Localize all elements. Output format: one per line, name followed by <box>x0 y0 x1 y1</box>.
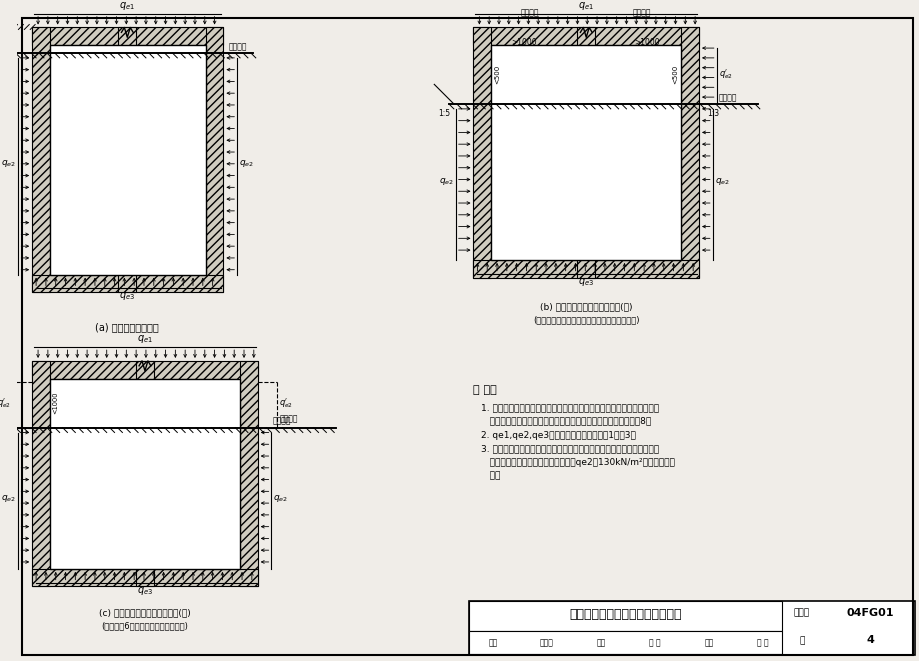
Text: 4: 4 <box>866 635 874 645</box>
Bar <box>50 45 206 274</box>
Text: $q_{e2}$: $q_{e2}$ <box>714 176 729 188</box>
Bar <box>136 361 153 586</box>
Text: $q_{e2}$: $q_{e2}$ <box>2 492 17 504</box>
Bar <box>491 45 681 260</box>
Text: $q_{e2}'$: $q_{e2}'$ <box>0 397 11 410</box>
Text: >1000: >1000 <box>511 38 537 47</box>
Text: (c) 顶板高出地面的防空地下室(二): (c) 顶板高出地面的防空地下室(二) <box>99 608 190 617</box>
Bar <box>206 28 223 292</box>
Bar <box>240 361 257 586</box>
Text: $q_{e2}$: $q_{e2}$ <box>438 176 453 188</box>
Text: 页: 页 <box>799 636 804 645</box>
Text: <500: <500 <box>494 65 500 84</box>
Text: 3. 当防空地下室直接承受空气冲击波作用的钢筋混凝土外墙按弹塑性工作: 3. 当防空地下室直接承受空气冲击波作用的钢筋混凝土外墙按弹塑性工作 <box>481 444 659 453</box>
Text: 用。: 用。 <box>481 472 500 481</box>
Text: 章 荫: 章 荫 <box>756 638 767 647</box>
Text: <1000: <1000 <box>51 392 58 414</box>
Text: $q_{e3}$: $q_{e3}$ <box>577 276 594 288</box>
Text: 室外地面: 室外地面 <box>228 42 246 51</box>
Bar <box>32 361 257 379</box>
Text: 室外地面: 室外地面 <box>272 416 290 426</box>
Text: $q_{e2}$: $q_{e2}$ <box>273 492 289 504</box>
Bar <box>32 28 223 45</box>
Text: $q_{e1}$: $q_{e1}$ <box>119 0 135 12</box>
Text: (b) 顶板高出地面的防空地下室(一): (b) 顶板高出地面的防空地下室(一) <box>539 302 632 311</box>
Text: 1:3: 1:3 <box>707 109 719 118</box>
Bar <box>50 379 240 569</box>
Text: <500: <500 <box>672 65 677 84</box>
Text: 说 明：: 说 明： <box>473 385 496 395</box>
Text: >1000: >1000 <box>633 38 659 47</box>
Bar <box>473 28 698 45</box>
Bar <box>473 260 698 278</box>
Text: (仅适用于6级，地面建筑为砌体结构): (仅适用于6级，地面建筑为砌体结构) <box>101 622 188 631</box>
Text: $q_{e2}$: $q_{e2}$ <box>239 158 254 169</box>
Bar <box>32 569 257 586</box>
Text: 图集号: 图集号 <box>793 608 810 617</box>
Text: $q_{e3}$: $q_{e3}$ <box>119 290 135 302</box>
Bar <box>32 28 50 292</box>
Text: 室外地面: 室外地面 <box>718 93 736 102</box>
Text: 主体结构等效静荷载标准值示意图: 主体结构等效静荷载标准值示意图 <box>569 608 681 621</box>
Bar <box>468 631 781 654</box>
Text: 设计: 设计 <box>703 638 713 647</box>
Text: 阶段设计时，其等效静荷载的标准值qe2取130kN/m²并考虑单向作: 阶段设计时，其等效静荷载的标准值qe2取130kN/m²并考虑单向作 <box>481 458 675 467</box>
Bar <box>32 274 223 292</box>
Text: 室外地面: 室外地面 <box>279 414 298 424</box>
Bar <box>468 601 913 655</box>
Bar <box>119 28 136 292</box>
Text: 2. qe1,qe2,qe3根据工程的具体情况查表1～表3。: 2. qe1,qe2,qe3根据工程的具体情况查表1～表3。 <box>481 430 636 440</box>
Text: $q_{e3}$: $q_{e3}$ <box>137 584 153 596</box>
Text: (a) 全埋式防空地下室: (a) 全埋式防空地下室 <box>96 322 159 332</box>
Text: $q_{e2}$: $q_{e2}$ <box>2 158 17 169</box>
Text: 审核: 审核 <box>488 638 497 647</box>
Bar <box>681 28 698 278</box>
Text: 陈 近: 陈 近 <box>649 638 660 647</box>
Bar <box>468 601 781 631</box>
Bar <box>32 361 50 586</box>
Text: $q_{e1}$: $q_{e1}$ <box>578 0 594 12</box>
Text: 04FG01: 04FG01 <box>846 608 893 618</box>
Text: $q_{e2}'$: $q_{e2}'$ <box>279 397 293 410</box>
Text: $q_{e1}$: $q_{e1}$ <box>137 333 153 345</box>
Text: 1. 本图仅表示主体结构的等效静荷载标准值作用方式。设计时还应包括上: 1. 本图仅表示主体结构的等效静荷载标准值作用方式。设计时还应包括上 <box>481 403 659 412</box>
Text: $q_{e2}'$: $q_{e2}'$ <box>718 68 732 81</box>
Text: 部建筑物的自重，土压力，水压力及防空地下室自重等，详见表8。: 部建筑物的自重，土压力，水压力及防空地下室自重等，详见表8。 <box>481 417 651 426</box>
Bar <box>473 28 491 278</box>
Text: 于晓音: 于晓音 <box>539 638 553 647</box>
Text: (仅适用于地面建筑为砌体结构，且有取土条件): (仅适用于地面建筑为砌体结构，且有取土条件) <box>532 316 639 325</box>
Bar <box>577 28 595 278</box>
Text: 临战覆土: 临战覆土 <box>632 9 651 18</box>
Text: 1:5: 1:5 <box>437 109 449 118</box>
Text: 校对: 校对 <box>596 638 605 647</box>
Text: 临战覆土: 临战覆土 <box>519 9 538 18</box>
